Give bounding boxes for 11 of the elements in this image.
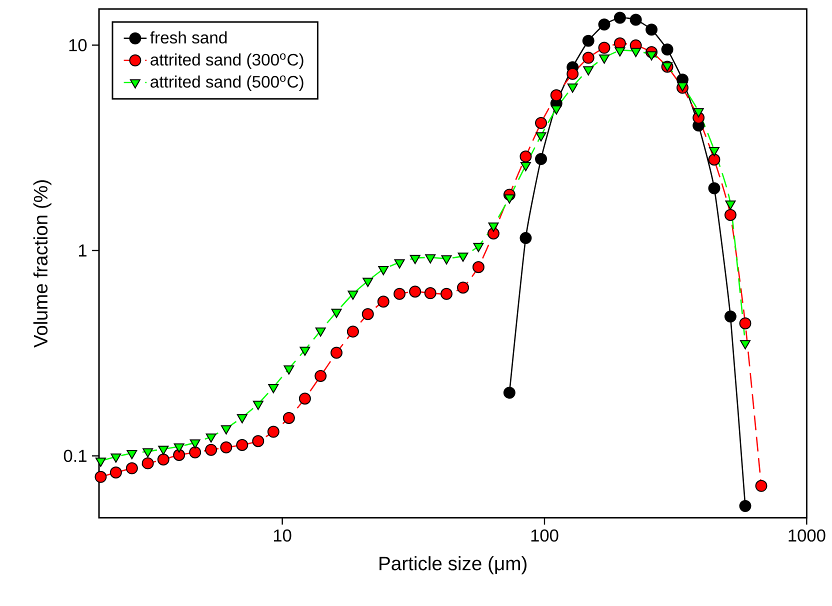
legend-label: attrited sand (500$^{o}$C) [150, 75, 304, 91]
x-tick-label: 1000 [788, 529, 826, 542]
y-tick-label: 1 [78, 244, 86, 256]
x-tick-label: 10 [274, 529, 292, 542]
x-tick-label: 100 [531, 529, 558, 542]
legend-label: attrited sand (300$^{o}$C) [150, 53, 304, 69]
y-tick-label: 0.1 [64, 450, 86, 462]
y-tick-label: 10 [69, 39, 87, 52]
y-axis-title: Volume fraction (%) [33, 180, 52, 348]
legend-label: fresh sand [150, 31, 227, 44]
x-axis-title: Particle size (μm) [380, 556, 526, 574]
